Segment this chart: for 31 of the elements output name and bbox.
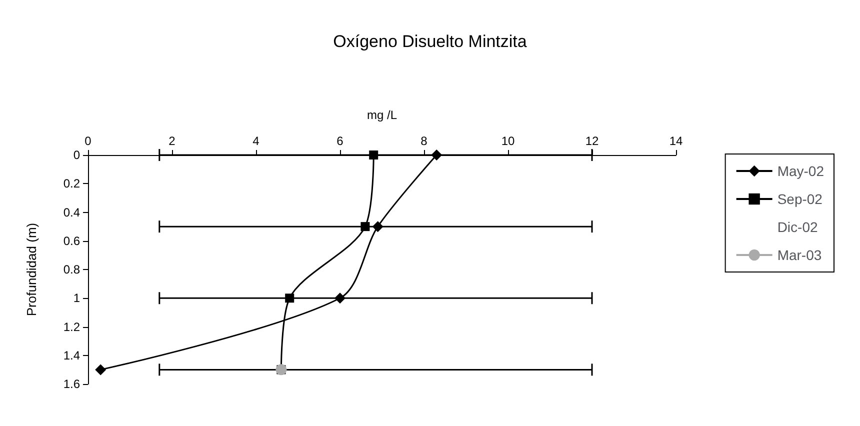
y-tick-label: 1.6 [63, 377, 80, 391]
point [285, 294, 294, 303]
x-axis-title: mg /L [366, 108, 398, 122]
point [369, 150, 378, 160]
text: Dic-02 [777, 219, 818, 235]
x-tick-label: 4 [252, 134, 260, 148]
y-tick-label: 0.8 [63, 262, 80, 276]
y-tick-label: 1 [73, 291, 80, 306]
legend-label: Sep-02 [777, 191, 823, 207]
y-tick-label: 1.4 [63, 348, 80, 362]
x-tick-label: 12 [585, 134, 599, 148]
legend-label: Mar-03 [777, 247, 822, 263]
point [95, 364, 106, 376]
point [360, 222, 370, 232]
legend-label: May-02 [777, 163, 824, 179]
y-tick-label: 0 [73, 148, 80, 162]
x-tick-label: 8 [420, 134, 428, 148]
x-tick-label: 2 [168, 134, 176, 148]
y-axis-title: Profundidad (m) [24, 222, 39, 316]
x-tick-label: 6 [336, 134, 344, 148]
y-tick-label: 0.6 [63, 234, 80, 248]
y-tick-label: 1.2 [63, 320, 80, 334]
x-tick-label: 0 [84, 134, 92, 148]
x-tick-label: 10 [501, 134, 515, 148]
y-tick-label: 0.2 [63, 176, 80, 191]
point [372, 221, 384, 232]
x-tick-label: 14 [669, 134, 683, 148]
y-tick-label: 0.4 [63, 205, 80, 220]
point [431, 150, 442, 160]
point [334, 292, 346, 304]
chart-title: Oxígeno Disuelto Mintzita [333, 32, 528, 51]
